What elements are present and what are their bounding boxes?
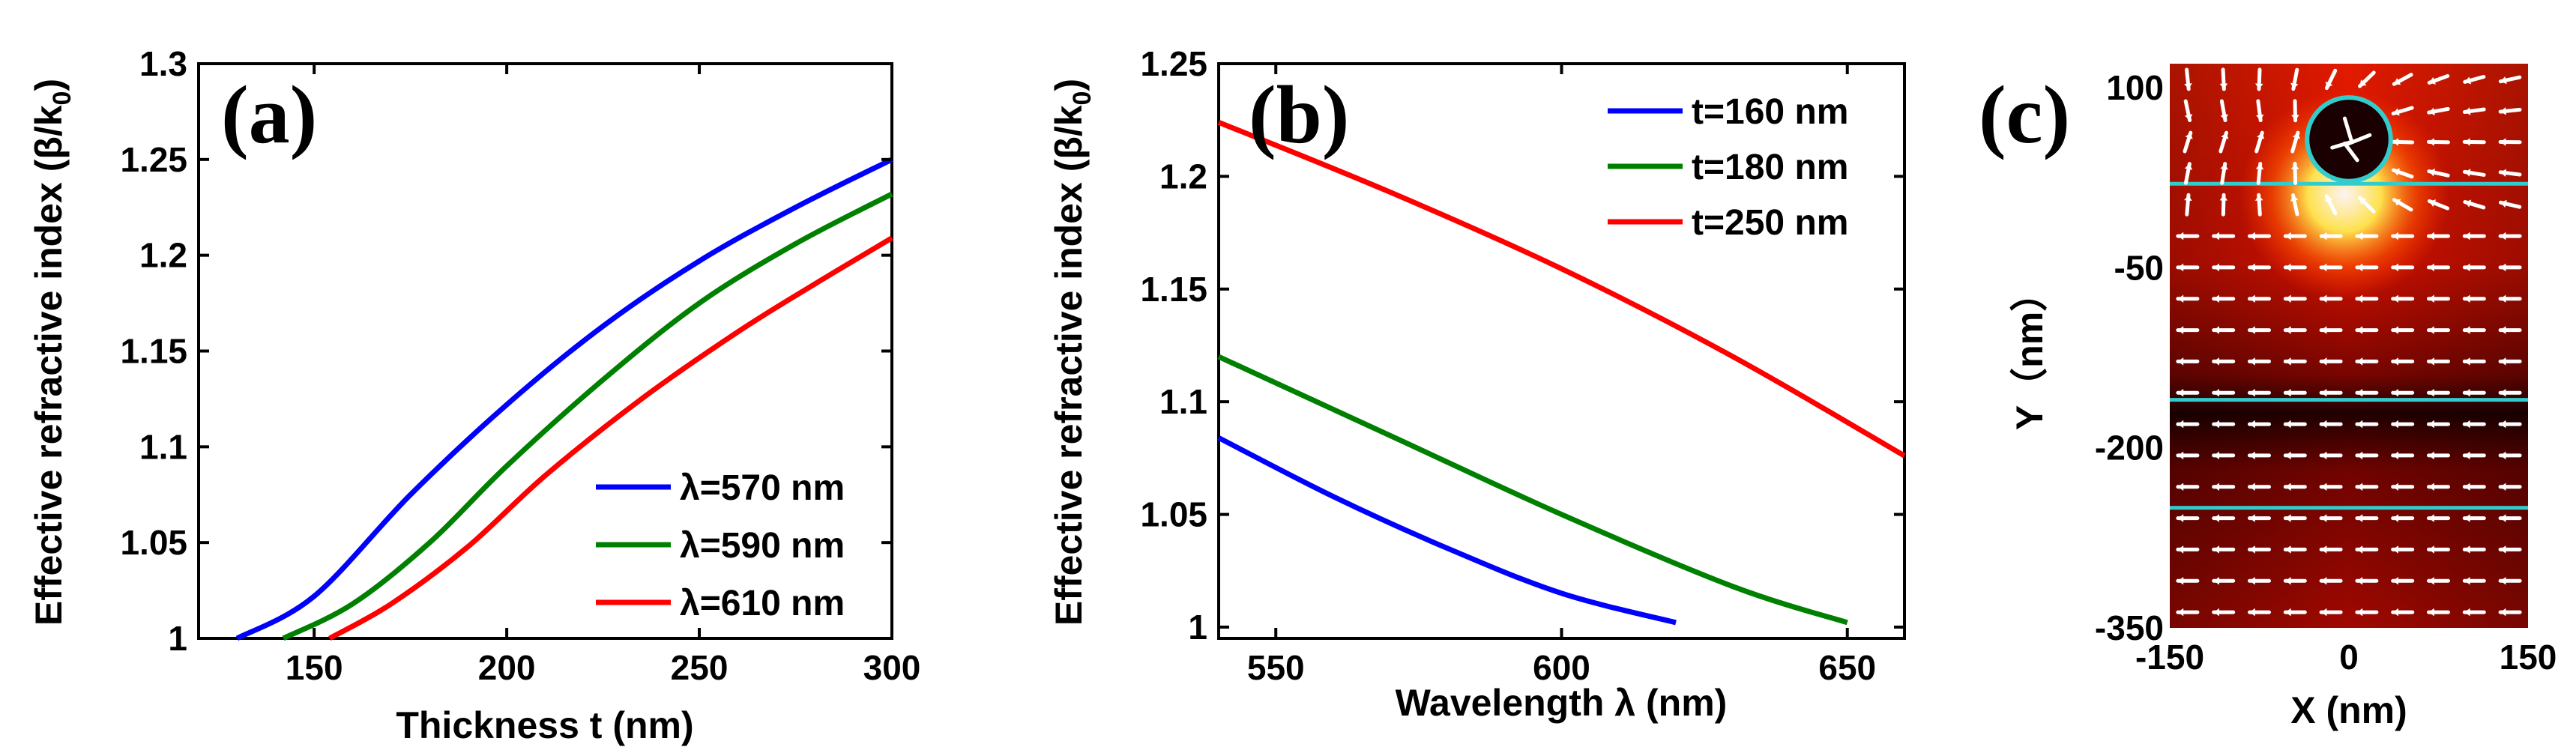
- x-tick-label: 150: [286, 648, 343, 687]
- nanoparticle: [2307, 97, 2391, 181]
- y-tick-label: 1.1: [139, 427, 187, 466]
- legend-entry: λ=590 nm: [680, 526, 845, 566]
- series-line-1: [237, 160, 892, 638]
- panel-b-ylabel: Effective refractive index (β/k0): [1048, 79, 1097, 626]
- y-tick-label: 1: [1188, 608, 1207, 647]
- panel-c-xlabel: X (nm): [2290, 689, 2407, 731]
- legend-entry: λ=570 nm: [680, 468, 845, 508]
- legend-entry: t=160 nm: [1692, 92, 1848, 132]
- legend-entry: t=180 nm: [1692, 148, 1848, 187]
- x-tick-label: 250: [671, 648, 729, 687]
- x-tick-label: 550: [1247, 648, 1305, 687]
- legend-entry: t=250 nm: [1692, 203, 1848, 243]
- x-tick-label: 300: [863, 648, 921, 687]
- panel-a-xlabel: Thickness t (nm): [396, 704, 693, 746]
- panel-b-legend: t=160 nm t=180 nm t=250 nm: [1608, 92, 1848, 243]
- y-tick-label: 1.3: [139, 44, 187, 83]
- y-tick-label: -50: [2114, 248, 2164, 287]
- panel-a-ylabel: Effective refractive index (β/k0): [28, 79, 76, 626]
- panel-b-xlabel: Wavelength λ (nm): [1396, 682, 1728, 724]
- panel-a-series: [237, 160, 892, 638]
- y-tick-label: 1.25: [120, 140, 187, 179]
- panel-b-series: [1219, 122, 1904, 623]
- x-tick-label: 200: [478, 648, 536, 687]
- y-tick-label: 100: [2106, 68, 2164, 107]
- series-line-2: [283, 194, 892, 638]
- y-tick-label: 1: [168, 619, 187, 658]
- y-tick-label: 1.1: [1159, 382, 1207, 421]
- y-tick-label: -200: [2095, 429, 2164, 468]
- legend-entry: λ=610 nm: [680, 584, 845, 623]
- y-tick-label: -350: [2095, 608, 2164, 647]
- y-tick-label: 1.05: [1140, 495, 1207, 534]
- panel-c-label: (c): [1979, 69, 2070, 160]
- y-tick-label: 1.2: [139, 236, 187, 275]
- panel-a-legend: λ=570 nm λ=590 nm λ=610 nm: [596, 468, 845, 623]
- panel-a: 150 200 250 300 1 1.05 1.1 1.15 1.2 1.25 1.3 (a) T…: [28, 44, 920, 746]
- x-tick-label: 150: [2500, 638, 2557, 677]
- x-tick-label: 650: [1818, 648, 1876, 687]
- panel-a-label: (a): [221, 69, 317, 160]
- y-tick-label: 1.05: [120, 523, 187, 562]
- series-line-3: [330, 238, 892, 638]
- y-tick-label: 1.2: [1159, 157, 1207, 196]
- panel-b-label: (b): [1249, 69, 1349, 160]
- y-tick-label: 1.15: [120, 332, 187, 371]
- y-tick-label: 1.25: [1140, 44, 1207, 83]
- y-tick-label: 1.15: [1140, 270, 1207, 309]
- panel-c-ylabel: Y（nm）: [2009, 274, 2051, 430]
- x-tick-label: 0: [2339, 638, 2359, 677]
- series-line-1: [1219, 438, 1676, 623]
